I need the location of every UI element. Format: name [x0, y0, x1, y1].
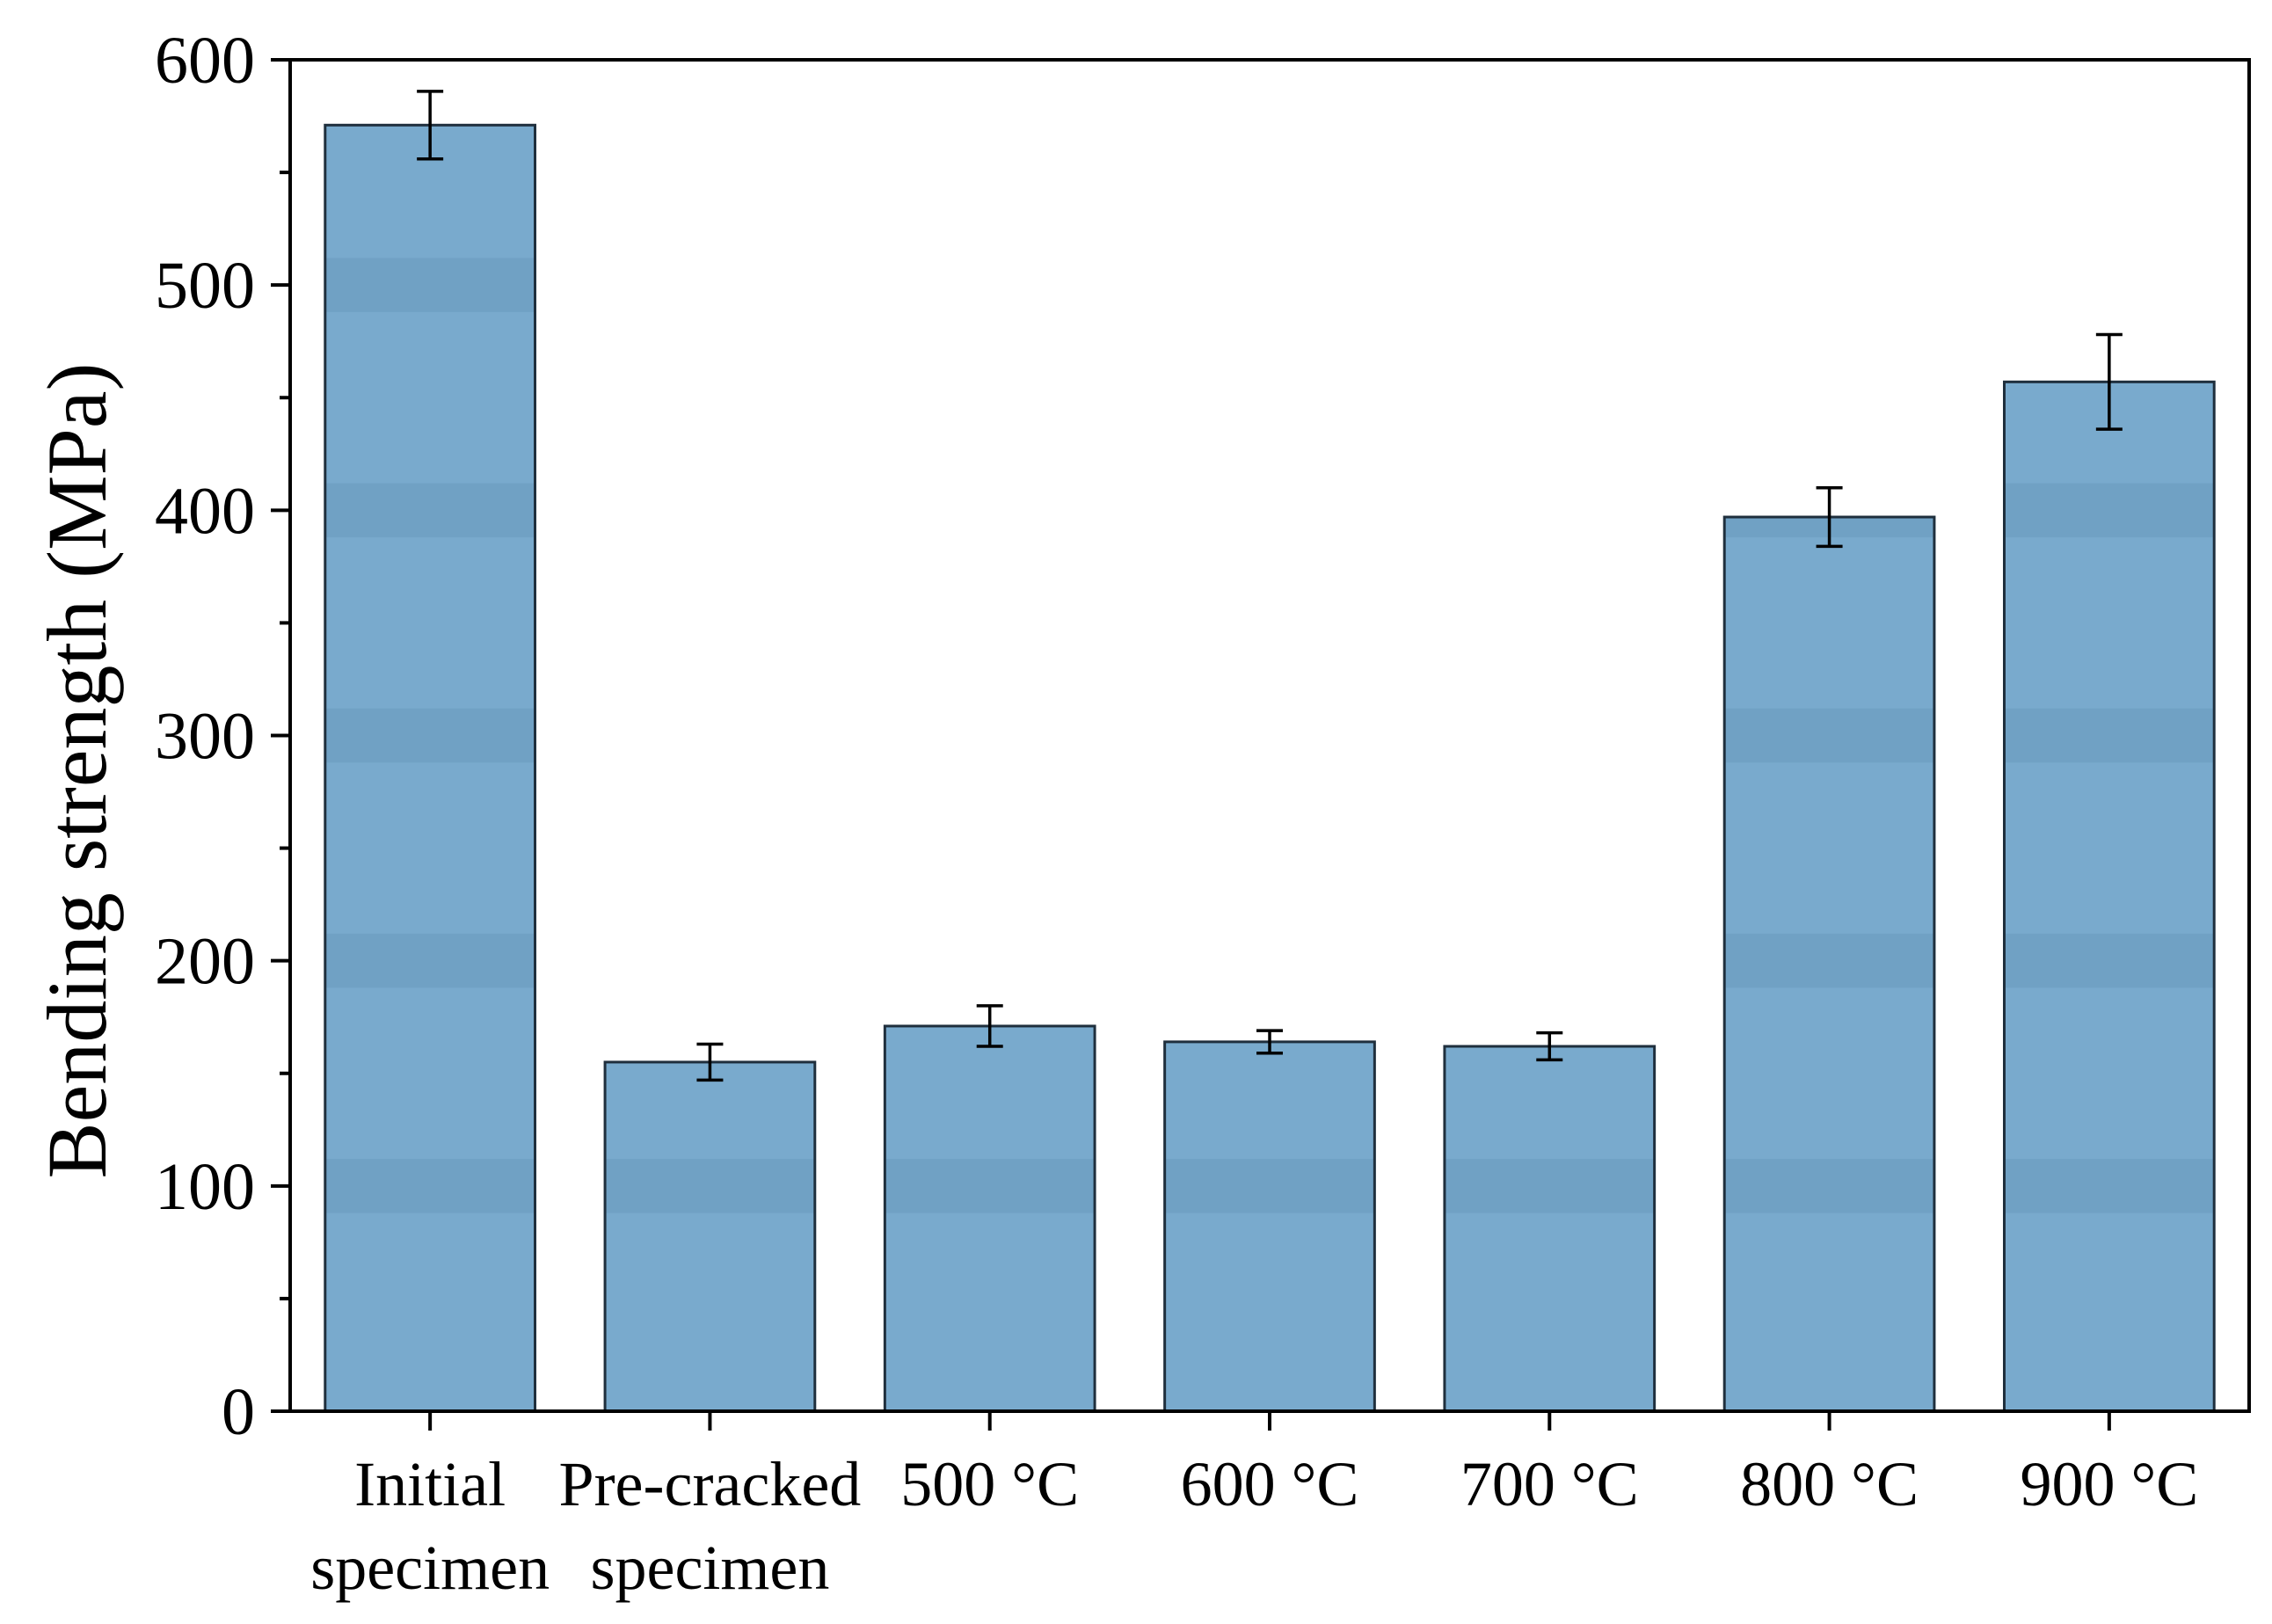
bar	[1164, 1041, 1375, 1411]
x-tick-label: 700 °C	[1460, 1449, 1639, 1519]
error-bar	[1816, 485, 1843, 549]
error-bar	[976, 1004, 1003, 1048]
error-bar	[417, 90, 444, 161]
x-tick-label: 600 °C	[1181, 1449, 1359, 1519]
x-tick-label: 500 °C	[900, 1449, 1079, 1519]
bar-band	[1164, 1159, 1375, 1213]
y-tick-label: 0	[222, 1375, 255, 1449]
bar-band	[605, 1159, 815, 1213]
bar-group	[1722, 515, 1936, 1413]
bar-band	[324, 1159, 535, 1213]
x-tick-label: 800 °C	[1740, 1449, 1919, 1519]
bar-band	[324, 933, 535, 988]
labels-layer: 0100200300400500600InitialspecimenPre-cr…	[30, 24, 2198, 1603]
error-bars-layer	[417, 90, 2123, 1082]
error-bar	[2095, 332, 2123, 431]
x-tick-label: specimen	[590, 1533, 829, 1603]
bar-group	[603, 1060, 817, 1413]
axes-layer	[271, 58, 2251, 1431]
bar	[1444, 1046, 1655, 1411]
bar-band	[1724, 1159, 1934, 1213]
x-tick-label: 900 °C	[2020, 1449, 2198, 1519]
y-axis-title: Bending strength (MPa)	[30, 363, 124, 1179]
y-tick-label: 500	[155, 249, 255, 323]
bar-band	[2004, 1159, 2215, 1213]
bar-band	[885, 1159, 1096, 1213]
bar-band	[2004, 483, 2215, 538]
bar-group	[1163, 1040, 1376, 1413]
bar-band	[2004, 708, 2215, 763]
bar-band	[1444, 1159, 1655, 1213]
bars-layer	[324, 123, 2216, 1413]
bar	[324, 125, 535, 1411]
bar-band	[324, 483, 535, 538]
y-tick-label: 600	[155, 24, 255, 98]
error-bar	[696, 1042, 724, 1082]
bar-band	[1724, 708, 1934, 763]
x-tick-label: Pre-cracked	[559, 1449, 862, 1519]
bar-group	[2003, 380, 2216, 1413]
bar-group	[883, 1024, 1096, 1413]
bar-group	[324, 123, 536, 1413]
x-tick-label: Initial	[354, 1449, 506, 1519]
y-tick-label: 300	[155, 700, 255, 774]
bar	[2004, 382, 2215, 1411]
y-tick-label: 200	[155, 925, 255, 999]
error-bar	[1256, 1029, 1283, 1055]
y-tick-label: 400	[155, 474, 255, 548]
bar-band	[324, 708, 535, 763]
bar-group	[1443, 1045, 1657, 1413]
bar	[605, 1061, 815, 1411]
bar-band	[2004, 933, 2215, 988]
x-tick-label: specimen	[310, 1533, 550, 1603]
bar-band	[324, 258, 535, 312]
bar-band	[1724, 933, 1934, 988]
bar	[885, 1025, 1096, 1411]
error-bar	[1536, 1030, 1563, 1062]
y-tick-label: 100	[155, 1150, 255, 1224]
